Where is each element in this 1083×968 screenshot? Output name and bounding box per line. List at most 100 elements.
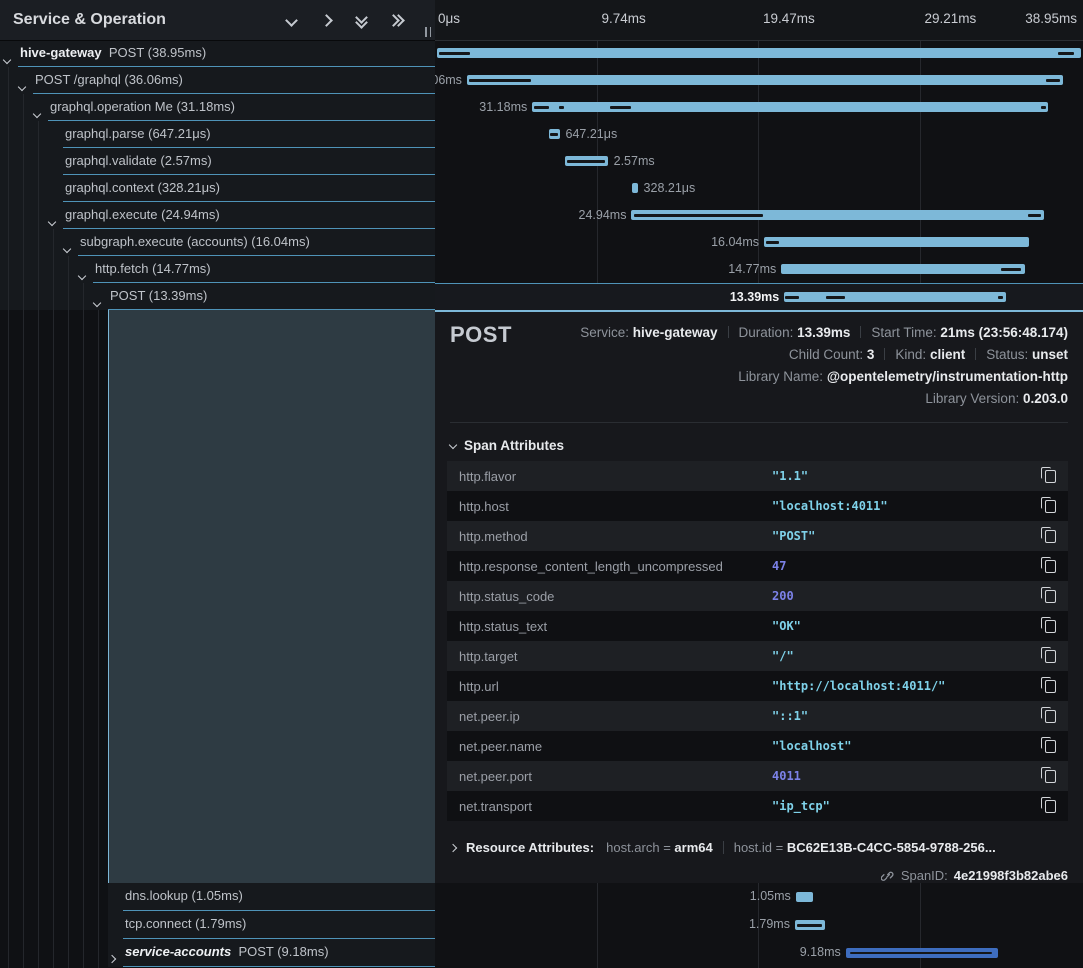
- attribute-row: http.status_code200: [447, 581, 1068, 611]
- indent-guide: [53, 310, 54, 968]
- tree-row-span[interactable]: service-accounts POST (9.18ms): [0, 939, 435, 967]
- copy-icon: [1045, 800, 1056, 813]
- timeline-panel: 0μs9.74ms19.47ms29.21ms38.95ms 38.95ms36…: [435, 0, 1083, 310]
- panel-resize-handle[interactable]: [425, 27, 431, 37]
- attribute-key: net.peer.name: [459, 739, 772, 754]
- meta-value: 21ms (23:56:48.174): [940, 325, 1068, 340]
- resource-attributes-preview: host.arch = arm64host.id = BC62E13B-C4CC…: [606, 838, 996, 858]
- span-name-label: POST (13.39ms): [0, 283, 435, 309]
- attribute-row: net.peer.name"localhost": [447, 731, 1068, 761]
- attribute-row: net.peer.port4011: [447, 761, 1068, 791]
- copy-button[interactable]: [1045, 770, 1056, 783]
- span-bar[interactable]: [784, 292, 1005, 302]
- timeline-row: 647.21μs: [435, 121, 1083, 148]
- span-bar[interactable]: [796, 892, 813, 902]
- span-bar[interactable]: [632, 183, 637, 193]
- span-bar[interactable]: [795, 920, 825, 930]
- double-chevron-right-icon[interactable]: [389, 13, 403, 27]
- span-attributes-toggle[interactable]: Span Attributes: [450, 438, 564, 453]
- span-bar[interactable]: [764, 237, 1029, 247]
- child-span-mark: [826, 296, 845, 299]
- meta-value: unset: [1032, 347, 1068, 362]
- tree-row-span[interactable]: POST (13.39ms): [0, 283, 435, 310]
- span-name-label: graphql.operation Me (31.18ms): [0, 94, 435, 120]
- tree-row-span[interactable]: graphql.operation Me (31.18ms): [0, 94, 435, 121]
- span-bar[interactable]: [846, 948, 998, 958]
- span-bar[interactable]: [437, 48, 1081, 58]
- tree-row-span[interactable]: graphql.execute (24.94ms): [0, 202, 435, 229]
- meta-label: Child Count:: [789, 347, 867, 362]
- copy-button[interactable]: [1045, 530, 1056, 543]
- double-chevron-down-icon[interactable]: [354, 13, 368, 27]
- span-bar[interactable]: [631, 210, 1043, 220]
- copy-button[interactable]: [1045, 590, 1056, 603]
- child-span-mark: [785, 296, 799, 299]
- tree-row-span[interactable]: graphql.validate (2.57ms): [0, 148, 435, 175]
- link-icon[interactable]: [881, 869, 895, 883]
- child-span-mark: [1001, 268, 1021, 271]
- timeline-row: 2.57ms: [435, 148, 1083, 175]
- tree-row-span[interactable]: graphql.context (328.21μs): [0, 175, 435, 202]
- child-span-mark: [469, 79, 531, 82]
- chevron-down-icon[interactable]: [284, 13, 298, 27]
- tree-row-span[interactable]: http.fetch (14.77ms): [0, 256, 435, 283]
- attribute-row: net.transport"ip_tcp": [447, 791, 1068, 821]
- span-duration-label: 1.79ms: [749, 911, 790, 938]
- tree-row-span[interactable]: POST /graphql (36.06ms): [0, 67, 435, 94]
- timeline-tick: 0μs: [438, 11, 460, 26]
- span-meta-line: Child Count: 3Kind: clientStatus: unset: [580, 344, 1068, 366]
- span-bar[interactable]: [565, 156, 607, 166]
- child-span-mark: [610, 106, 631, 109]
- span-name-label: POST /graphql (36.06ms): [0, 67, 435, 93]
- attribute-value: "http://localhost:4011/": [772, 679, 945, 693]
- service-name: hive-gateway: [20, 45, 102, 60]
- timeline-row: 14.77ms: [435, 256, 1083, 283]
- span-bar[interactable]: [467, 75, 1063, 85]
- chevron-right-icon[interactable]: [319, 13, 333, 27]
- copy-button[interactable]: [1045, 560, 1056, 573]
- tree-row-border: [108, 309, 435, 310]
- attribute-key: http.host: [459, 499, 772, 514]
- span-bar[interactable]: [781, 264, 1025, 274]
- child-span-mark: [559, 106, 565, 109]
- child-span-mark: [567, 160, 605, 163]
- resource-separator: [723, 841, 724, 854]
- attribute-key: net.peer.port: [459, 769, 772, 784]
- copy-button[interactable]: [1045, 740, 1056, 753]
- timeline-tick: 9.74ms: [602, 11, 646, 26]
- tree-row-span[interactable]: subgraph.execute (accounts) (16.04ms): [0, 229, 435, 256]
- tree-header: Service & Operation: [0, 0, 435, 41]
- attribute-row: http.response_content_length_uncompresse…: [447, 551, 1068, 581]
- copy-button[interactable]: [1045, 650, 1056, 663]
- span-duration-label: 16.04ms: [711, 229, 759, 256]
- tree-row-span[interactable]: hive-gateway POST (38.95ms): [0, 40, 435, 67]
- attribute-row: net.peer.ip"::1": [447, 701, 1068, 731]
- tree-row-span[interactable]: tcp.connect (1.79ms): [0, 911, 435, 939]
- tree-row-span[interactable]: dns.lookup (1.05ms): [0, 883, 435, 911]
- copy-button[interactable]: [1045, 800, 1056, 813]
- copy-button[interactable]: [1045, 710, 1056, 723]
- attribute-row: http.target"/": [447, 641, 1068, 671]
- span-id-label: SpanID:: [901, 866, 948, 886]
- copy-icon: [1045, 590, 1056, 603]
- span-bar[interactable]: [549, 129, 560, 139]
- copy-button[interactable]: [1045, 500, 1056, 513]
- span-duration-label: 9.18ms: [800, 939, 841, 966]
- span-bar[interactable]: [532, 102, 1048, 112]
- attribute-value: "OK": [772, 619, 801, 633]
- copy-button[interactable]: [1045, 680, 1056, 693]
- attribute-row: http.method"POST": [447, 521, 1068, 551]
- span-duration-label: 2.57ms: [614, 148, 655, 175]
- tree-row-span[interactable]: graphql.parse (647.21μs): [0, 121, 435, 148]
- span-duration-label: 14.77ms: [728, 256, 776, 283]
- resource-attributes-toggle[interactable]: Resource Attributes: host.arch = arm64ho…: [450, 838, 1068, 858]
- span-duration-label: 24.94ms: [579, 202, 627, 229]
- child-span-mark: [797, 924, 823, 927]
- copy-button[interactable]: [1045, 470, 1056, 483]
- copy-button[interactable]: [1045, 620, 1056, 633]
- span-meta-line: Service: hive-gatewayDuration: 13.39msSt…: [580, 322, 1068, 344]
- child-span-mark: [998, 296, 1003, 299]
- span-attributes-table: http.flavor"1.1"http.host"localhost:4011…: [447, 461, 1068, 821]
- timeline-row: 38.95ms: [435, 40, 1083, 67]
- span-name-label: service-accounts POST (9.18ms): [0, 939, 435, 965]
